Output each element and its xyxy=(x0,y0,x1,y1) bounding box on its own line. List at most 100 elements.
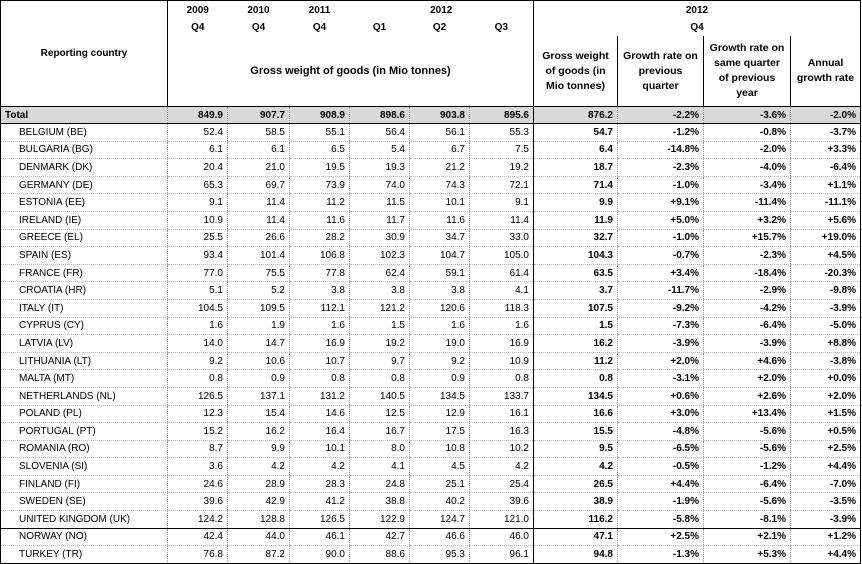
table-cell: 63.5 xyxy=(534,264,618,282)
table-cell: -3.4% xyxy=(704,176,791,194)
table-cell: 1.6 xyxy=(410,317,470,335)
country-label: ROMANIA (RO) xyxy=(1,440,168,458)
table-cell: 11.4 xyxy=(228,194,290,212)
table-cell: 18.7 xyxy=(534,159,618,177)
table-cell: -7.3% xyxy=(618,317,704,335)
table-cell: +2.0% xyxy=(704,370,791,388)
table-row: ITALY (IT) 104.5 109.5 112.1 121.2 120.6 118.3… xyxy=(1,299,861,317)
table-cell: 39.6 xyxy=(168,493,228,511)
table-cell: 5.2 xyxy=(228,282,290,300)
table-cell: 6.1 xyxy=(228,141,290,159)
table-cell: -11.7% xyxy=(618,282,704,300)
table-cell: 6.5 xyxy=(290,141,350,159)
table-cell: -6.5% xyxy=(618,440,704,458)
table-cell: -2.2% xyxy=(618,107,704,124)
year-2010: 2010 xyxy=(228,1,290,20)
table-cell: 4.2 xyxy=(290,458,350,476)
table-cell: -6.4% xyxy=(704,317,791,335)
gross-weight-header: Gross weight of goods (in Mio tonnes) xyxy=(168,36,534,107)
table-cell: 59.1 xyxy=(410,264,470,282)
table-cell: 58.5 xyxy=(228,124,290,142)
table-cell: 5.4 xyxy=(350,141,410,159)
table-cell: 24.6 xyxy=(168,475,228,493)
table-row: UNITED KINGDOM (UK) 124.2 128.8 126.5 122.9 1… xyxy=(1,511,861,529)
table-cell: 16.9 xyxy=(470,335,534,353)
table-cell: +4.4% xyxy=(791,458,861,476)
table-cell: 26.5 xyxy=(534,475,618,493)
table-cell: -3.5% xyxy=(791,493,861,511)
table-cell: 46.6 xyxy=(410,528,470,546)
table-cell: 25.5 xyxy=(168,229,228,247)
country-label: FRANCE (FR) xyxy=(1,264,168,282)
table-cell: 1.5 xyxy=(534,317,618,335)
table-cell: 14.0 xyxy=(168,335,228,353)
table-cell: 11.5 xyxy=(350,194,410,212)
table-cell: 1.6 xyxy=(470,317,534,335)
table-cell: -3.8% xyxy=(791,352,861,370)
table-cell: -18.4% xyxy=(704,264,791,282)
quarter-2010-q4: Q4 xyxy=(228,19,290,36)
country-label: TURKEY (TR) xyxy=(1,546,168,564)
table-cell: 4.2 xyxy=(534,458,618,476)
table-cell: 12.5 xyxy=(350,405,410,423)
table-cell: +5.6% xyxy=(791,211,861,229)
table-cell: 90.0 xyxy=(290,546,350,564)
table-cell: 73.9 xyxy=(290,176,350,194)
table-cell: 15.2 xyxy=(168,423,228,441)
table-cell: 56.4 xyxy=(350,124,410,142)
country-label: MALTA (MT) xyxy=(1,370,168,388)
table-cell: 105.0 xyxy=(470,247,534,265)
table-cell: 4.1 xyxy=(350,458,410,476)
table-cell: 8.0 xyxy=(350,440,410,458)
col-annual-growth: Annual growth rate xyxy=(791,36,861,107)
table-cell: 28.9 xyxy=(228,475,290,493)
table-cell: 4.5 xyxy=(410,458,470,476)
table-cell: 0.8 xyxy=(534,370,618,388)
country-label: CROATIA (HR) xyxy=(1,282,168,300)
table-cell: 16.6 xyxy=(534,405,618,423)
table-cell: 1.9 xyxy=(228,317,290,335)
table-cell: -2.0% xyxy=(791,107,861,124)
table-cell: -1.3% xyxy=(618,546,704,564)
country-label: Total xyxy=(1,107,168,124)
quarter-2012-q1: Q1 xyxy=(350,19,410,36)
table-cell: 17.5 xyxy=(410,423,470,441)
table-cell: 47.1 xyxy=(534,528,618,546)
table-cell: 1.6 xyxy=(290,317,350,335)
table-cell: 140.5 xyxy=(350,387,410,405)
country-label: ITALY (IT) xyxy=(1,299,168,317)
table-row: TURKEY (TR) 76.8 87.2 90.0 88.6 95.3 96.1 94.8-… xyxy=(1,546,861,564)
col-growth-previous-quarter: Growth rate on previous quarter xyxy=(618,36,704,107)
table-cell: 25.4 xyxy=(470,475,534,493)
table-cell: 28.2 xyxy=(290,229,350,247)
table-cell: 9.5 xyxy=(534,440,618,458)
table-cell: 25.1 xyxy=(410,475,470,493)
country-label: LATVIA (LV) xyxy=(1,335,168,353)
country-label: GREECE (EL) xyxy=(1,229,168,247)
table-cell: 87.2 xyxy=(228,546,290,564)
year-2009: 2009 xyxy=(168,1,228,20)
country-label: FINLAND (FI) xyxy=(1,475,168,493)
table-cell: 15.5 xyxy=(534,423,618,441)
table-cell: 75.5 xyxy=(228,264,290,282)
table-cell: -11.1% xyxy=(791,194,861,212)
table-row: SLOVENIA (SI) 3.6 4.2 4.2 4.1 4.5 4.2 4.2 -0.5% -… xyxy=(1,458,861,476)
table-cell: 3.7 xyxy=(534,282,618,300)
table-cell: 131.2 xyxy=(290,387,350,405)
table-cell: 38.9 xyxy=(534,493,618,511)
year-2012-right: 2012 xyxy=(534,1,861,20)
table-cell: 19.0 xyxy=(410,335,470,353)
table-cell: 94.8 xyxy=(534,546,618,564)
table-cell: 11.9 xyxy=(534,211,618,229)
table-cell: 9.2 xyxy=(168,352,228,370)
country-label: PORTUGAL (PT) xyxy=(1,423,168,441)
table-cell: 20.4 xyxy=(168,159,228,177)
table-cell: +4.4% xyxy=(791,546,861,564)
table-cell: +4.5% xyxy=(791,247,861,265)
quarter-2011-q4: Q4 xyxy=(290,19,350,36)
table-cell: 6.7 xyxy=(410,141,470,159)
table-cell: 10.6 xyxy=(228,352,290,370)
table-cell: 19.2 xyxy=(470,159,534,177)
table-cell: -6.4% xyxy=(791,159,861,177)
table-cell: 10.1 xyxy=(290,440,350,458)
